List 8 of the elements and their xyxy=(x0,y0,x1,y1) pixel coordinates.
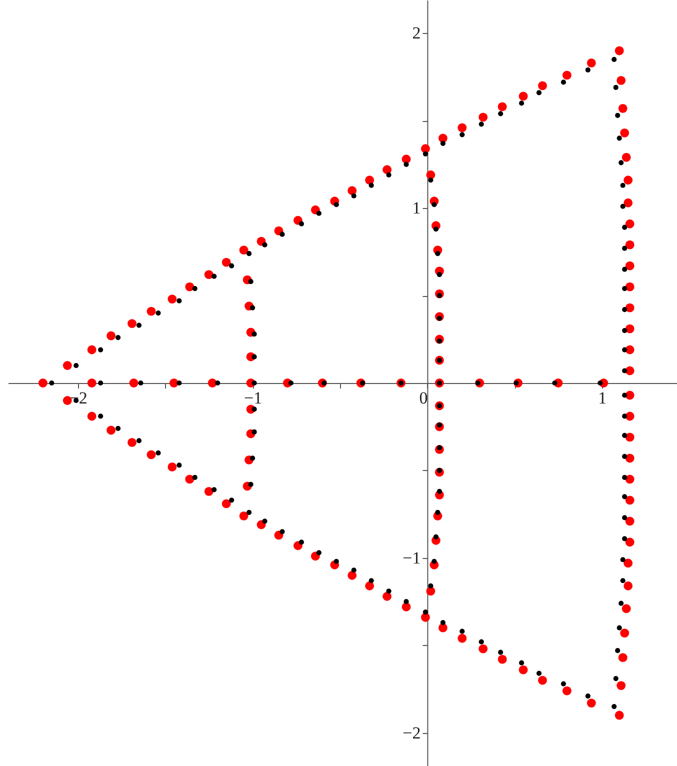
y-tick-label: 2 xyxy=(412,24,421,43)
y-tick-label: −2 xyxy=(402,723,421,742)
x-tick-label: −1 xyxy=(244,388,262,408)
x-tick-label: 0 xyxy=(419,388,428,408)
y-tick-label: 1 xyxy=(412,198,421,218)
x-tick-label: 1 xyxy=(598,388,607,408)
x-tick-label: −2 xyxy=(69,388,88,408)
y-tick-label: −1 xyxy=(402,548,421,568)
